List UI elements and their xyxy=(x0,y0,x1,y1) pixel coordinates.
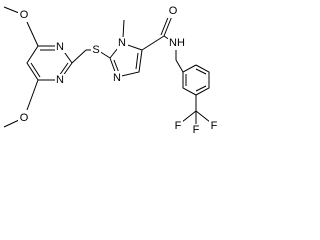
atom-label: F xyxy=(193,124,200,136)
bond xyxy=(195,110,211,123)
bond xyxy=(175,59,184,73)
atom-label: O xyxy=(169,5,178,17)
bond xyxy=(71,49,87,64)
double-bond xyxy=(135,52,139,70)
atom-label: O xyxy=(20,9,29,21)
atom-label: S xyxy=(92,44,99,56)
bond xyxy=(3,119,20,128)
double-bond xyxy=(163,15,173,37)
double-bond xyxy=(30,62,41,78)
atom-label: N xyxy=(56,41,64,53)
double-bond xyxy=(195,68,207,75)
atom-label: O xyxy=(20,112,29,124)
atom-label: N xyxy=(118,37,126,49)
double-bond xyxy=(113,59,120,74)
double-bond xyxy=(195,85,207,92)
bond xyxy=(26,21,39,47)
double-bond xyxy=(160,14,170,36)
atom-label: F xyxy=(175,120,182,132)
bonds xyxy=(3,6,211,128)
atom-label: F xyxy=(211,120,218,132)
bond xyxy=(141,35,165,51)
bond xyxy=(181,110,197,123)
bond xyxy=(26,79,39,111)
molecule-diagram: O N N O S N N O NH F F F xyxy=(3,5,219,136)
atom-label: NH xyxy=(169,37,185,49)
double-bond xyxy=(58,62,69,77)
atom-label: N xyxy=(113,72,121,84)
bond xyxy=(3,6,20,14)
bond xyxy=(122,19,125,39)
atom-labels: O N N O S N N O NH F F F xyxy=(18,5,219,136)
atom-label: N xyxy=(56,74,64,86)
